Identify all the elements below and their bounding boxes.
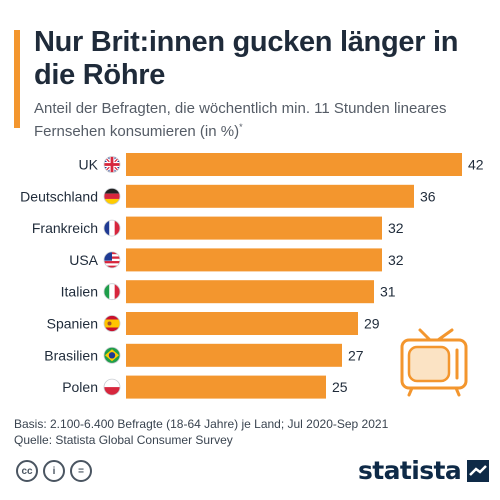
value-label: 31 [380, 284, 396, 300]
bar [126, 280, 374, 304]
bar [126, 248, 382, 272]
chart-title: Nur Brit:innen gucken länger in die Röhr… [34, 26, 459, 91]
poland-flag-icon [103, 378, 121, 396]
uk-flag-icon [103, 156, 121, 173]
category-label: Italien [61, 284, 98, 300]
statista-logo[interactable]: statista [358, 456, 490, 485]
category-label: USA [69, 252, 98, 268]
statista-logo-icon [467, 459, 490, 482]
bars-group: UK 42 Deutschland 36 Frankreich 32 USA 32 Italie… [20, 153, 484, 399]
tv-icon [400, 328, 468, 397]
value-label: 36 [420, 188, 436, 204]
value-label: 29 [364, 316, 380, 332]
accent-bar [14, 30, 20, 128]
usa-flag-icon [103, 251, 121, 269]
cc-icon[interactable]: cc [16, 460, 38, 482]
basis-note: Basis: 2.100-6.400 Befragte (18-64 Jahre… [14, 417, 389, 431]
bar [126, 343, 342, 367]
category-label: Brasilien [44, 347, 98, 363]
value-label: 27 [348, 347, 364, 363]
italy-flag-icon [103, 283, 121, 301]
value-label: 32 [388, 220, 404, 236]
by-icon[interactable]: i [43, 460, 65, 482]
category-label: Deutschland [20, 188, 98, 204]
chart-subtitle: Anteil der Befragten, die wöchentlich mi… [34, 99, 474, 141]
category-label: Spanien [47, 316, 98, 332]
subtitle-footnote-mark: * [239, 122, 243, 132]
footnote: Basis: 2.100-6.400 Befragte (18-64 Jahre… [14, 416, 484, 448]
france-flag-icon [103, 219, 121, 237]
category-label: Polen [62, 379, 98, 395]
nd-icon[interactable]: = [70, 460, 92, 482]
category-label: Frankreich [32, 220, 98, 236]
bar [126, 375, 326, 399]
bar [126, 216, 382, 240]
value-label: 42 [468, 157, 484, 173]
germany-flag-icon [103, 187, 121, 205]
brand-name: statista [358, 456, 462, 485]
value-label: 32 [388, 252, 404, 268]
bar [126, 184, 414, 208]
spain-flag-icon [103, 315, 121, 332]
bar [126, 153, 462, 176]
bar-chart: UK 42 Deutschland 36 Frankreich 32 USA 32 Italie… [20, 153, 484, 399]
subtitle-text: Anteil der Befragten, die wöchentlich mi… [34, 100, 447, 140]
category-label: UK [79, 157, 99, 173]
brazil-flag-icon [103, 346, 121, 364]
bar [126, 312, 358, 335]
source-note: Quelle: Statista Global Consumer Survey [14, 433, 233, 447]
value-label: 25 [332, 379, 348, 395]
license-icons: cc i = [16, 460, 92, 482]
